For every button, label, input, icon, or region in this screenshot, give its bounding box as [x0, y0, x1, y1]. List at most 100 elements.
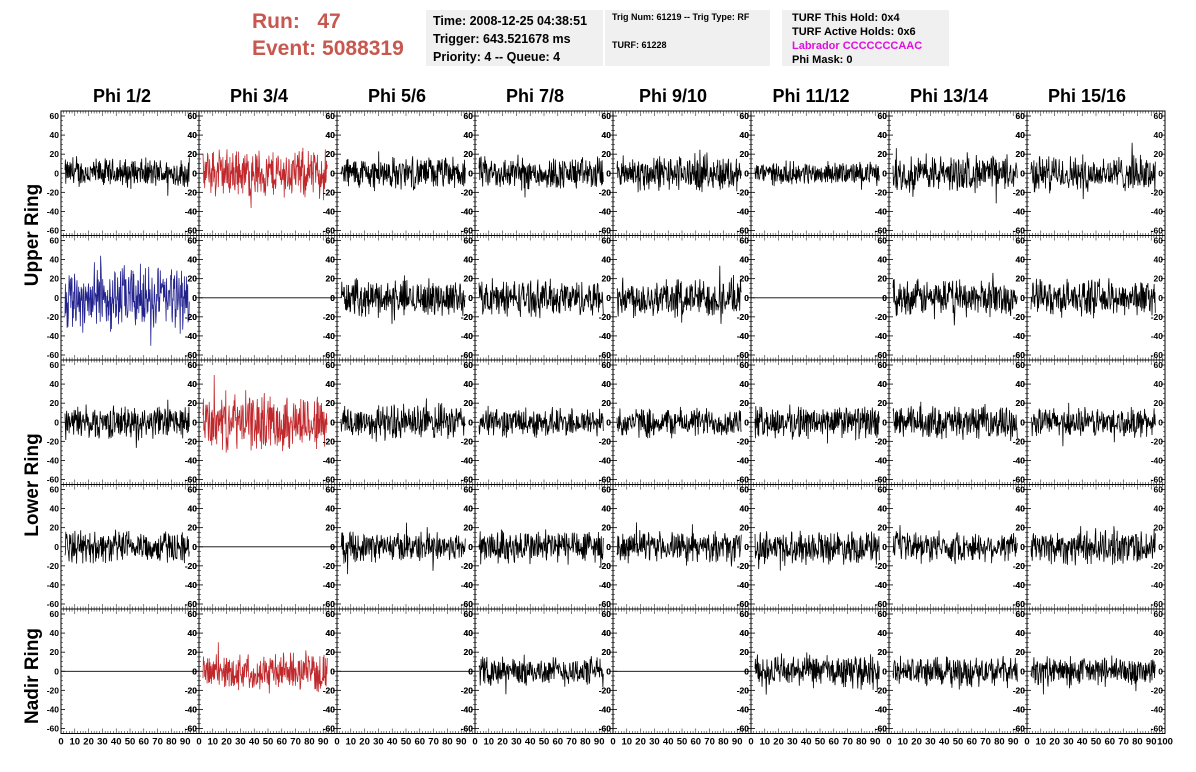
y-tick-label-left: 60 [602, 360, 612, 370]
y-tick-label-right: 20 [326, 398, 336, 408]
x-tick-label: 90 [1146, 737, 1157, 748]
y-tick-label-right: -60 [185, 350, 198, 360]
y-tick-label-right: 0 [744, 293, 749, 303]
y-tick-label-left: -60 [875, 599, 888, 609]
y-tick-label-left: 0 [330, 168, 335, 178]
y-tick-label-left: 40 [878, 379, 888, 389]
y-tick-label-right: -60 [1013, 226, 1026, 236]
y-tick-label-left: -20 [47, 561, 60, 571]
y-tick-label-right: 40 [1016, 628, 1026, 638]
y-tick-label-right: -60 [1013, 475, 1026, 485]
y-tick-label-right: 60 [740, 485, 750, 495]
waveform-trace [616, 522, 742, 567]
y-tick-label-left: -20 [461, 685, 474, 695]
y-tick-label-left: -60 [1013, 724, 1026, 734]
y-tick-label-right: 0 [1020, 666, 1025, 676]
waveform-trace [478, 529, 604, 568]
x-tick-label: 40 [387, 737, 398, 748]
y-tick-label-left: 40 [188, 504, 198, 514]
y-tick-label-right: 40 [188, 255, 198, 265]
y-tick-label-left: 0 [606, 168, 611, 178]
y-tick-label-left: 0 [468, 542, 473, 552]
y-tick-label-right: -40 [875, 580, 888, 590]
y-tick-label-right: -60 [1151, 475, 1164, 485]
y-tick-label-left: 0 [606, 542, 611, 552]
y-tick-label-left: -20 [737, 312, 750, 322]
run-event-box: Run: 47 Event: 5088319 [252, 8, 422, 68]
y-tick-label-right: 60 [1016, 111, 1026, 121]
x-tick-label: 30 [1063, 737, 1074, 748]
x-tick-label: 80 [580, 737, 591, 748]
y-tick-label-left: 60 [878, 485, 888, 495]
y-tick-label-left: 60 [602, 485, 612, 495]
x-tick-label: 50 [815, 737, 826, 748]
y-tick-label-left: -20 [461, 312, 474, 322]
waveform-trace [754, 530, 880, 571]
y-tick-label-left: 60 [602, 609, 612, 619]
y-tick-label-right: -60 [1151, 350, 1164, 360]
y-tick-label-left: 20 [1016, 523, 1026, 533]
y-tick-label-left: 0 [54, 293, 59, 303]
y-tick-label-left: 60 [188, 609, 198, 619]
x-tick-label: 60 [967, 737, 978, 748]
y-tick-label-right: -60 [461, 350, 474, 360]
y-tick-label-right: 40 [878, 130, 888, 140]
x-tick-label: 70 [566, 737, 577, 748]
x-tick-label: 10 [484, 737, 495, 748]
y-tick-label-left: 0 [744, 666, 749, 676]
y-tick-label-left: 40 [464, 504, 474, 514]
y-tick-label-left: -60 [875, 226, 888, 236]
y-tick-label-left: 60 [740, 360, 750, 370]
y-tick-label-right: -60 [875, 599, 888, 609]
y-tick-label-right: 40 [878, 255, 888, 265]
y-tick-label-right: 0 [1158, 168, 1163, 178]
y-tick-label-right: 0 [192, 293, 197, 303]
waveform-trace [1030, 142, 1156, 200]
waveform-panel-r1-c6: -60 -60 -40 -40 -20 -20 0 0 20 20 40 40 60 60 [875, 235, 1028, 361]
y-tick-label-left: -60 [323, 724, 336, 734]
y-tick-label-left: 0 [192, 542, 197, 552]
y-tick-label-right: 0 [606, 417, 611, 427]
y-tick-label-left: 60 [1016, 236, 1026, 246]
y-tick-label-right: 0 [330, 168, 335, 178]
y-tick-label-right: 20 [326, 523, 336, 533]
column-header-phi-3-4: Phi 3/4 [229, 86, 289, 106]
y-tick-label-left: -60 [323, 350, 336, 360]
y-tick-label-right: 20 [602, 398, 612, 408]
y-tick-label-left: 20 [1016, 647, 1026, 657]
y-tick-label-left: -40 [323, 206, 336, 216]
y-tick-label-right: 60 [326, 609, 336, 619]
y-tick-label-left: 40 [326, 504, 336, 514]
x-tick-label: 60 [829, 737, 840, 748]
y-tick-label-left: 60 [188, 360, 198, 370]
y-tick-label-left: -40 [461, 455, 474, 465]
x-tick-label: 70 [1118, 737, 1129, 748]
y-tick-label-right: 20 [740, 523, 750, 533]
y-tick-label-right: 20 [1016, 647, 1026, 657]
y-tick-label-left: 0 [468, 168, 473, 178]
y-tick-label-right: 60 [326, 485, 336, 495]
y-tick-label-left: -40 [47, 206, 60, 216]
waveform-panel-r0-c6: -60 -60 -40 -40 -20 -20 0 0 20 20 40 40 60 60 [875, 110, 1028, 236]
x-tick-label: 0 [748, 737, 753, 748]
waveform-panel-r2-c4: -60 -60 -40 -40 -20 -20 0 0 20 20 40 40 60 60 [599, 359, 752, 485]
y-tick-label-right: -40 [737, 455, 750, 465]
y-tick-label-left: -60 [599, 724, 612, 734]
y-tick-label-right: 40 [878, 379, 888, 389]
waveform-trace [202, 642, 328, 694]
y-tick-label-left: 40 [1016, 628, 1026, 638]
y-tick-label-right: -20 [185, 561, 198, 571]
y-tick-label-right: -40 [461, 704, 474, 714]
y-tick-label-left: 0 [882, 168, 887, 178]
x-tick-label: 90 [1008, 737, 1019, 748]
y-tick-label-left: -20 [47, 436, 60, 446]
y-tick-label-right: -20 [1151, 436, 1164, 446]
y-tick-label-right: -40 [1151, 580, 1164, 590]
y-tick-label-right: 20 [878, 523, 888, 533]
y-tick-label-left: 60 [464, 360, 474, 370]
y-tick-label-right: 60 [602, 111, 612, 121]
y-tick-label-left: -40 [323, 704, 336, 714]
y-tick-label-left: 20 [50, 274, 60, 284]
